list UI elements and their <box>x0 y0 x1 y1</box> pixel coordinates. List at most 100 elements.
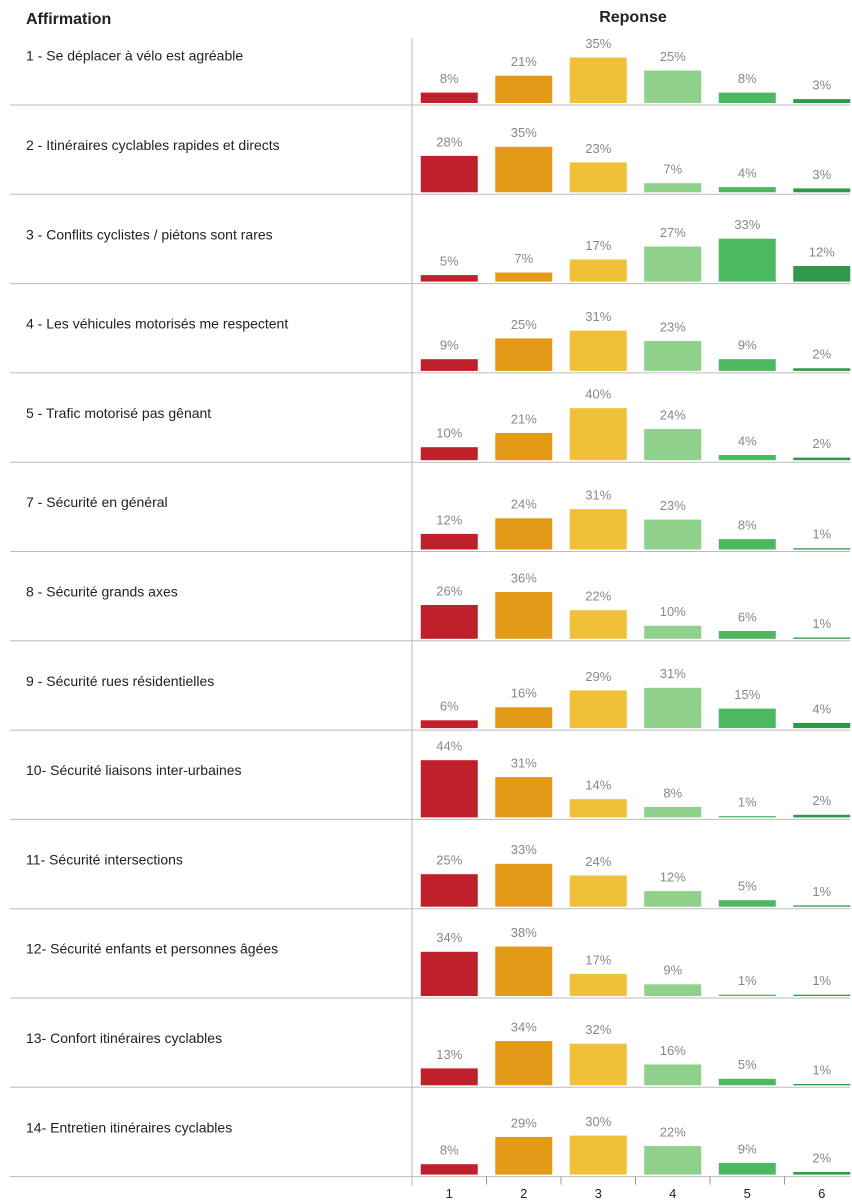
value-label: 22% <box>585 589 611 604</box>
value-label: 9% <box>738 1141 757 1156</box>
value-label: 2% <box>812 436 831 451</box>
bar <box>495 338 553 371</box>
value-label: 8% <box>738 518 757 533</box>
bar <box>718 238 776 282</box>
value-label: 1% <box>812 1062 831 1077</box>
value-label: 25% <box>436 853 462 868</box>
value-label: 34% <box>436 930 462 945</box>
bar <box>644 341 702 371</box>
value-label: 24% <box>511 497 537 512</box>
value-label: 15% <box>734 687 760 702</box>
bar <box>793 722 851 729</box>
bar <box>495 863 553 907</box>
x-tick-label: 5 <box>744 1186 751 1201</box>
bar <box>718 994 776 996</box>
bar <box>420 155 478 193</box>
bar <box>644 984 702 996</box>
value-label: 2% <box>812 1150 831 1165</box>
row-label: 3 - Conflits cyclistes / piétons sont ra… <box>26 226 273 242</box>
value-label: 23% <box>585 141 611 156</box>
bar <box>495 1136 553 1175</box>
value-label: 9% <box>440 338 459 353</box>
value-label: 16% <box>511 686 537 701</box>
bar <box>718 187 776 193</box>
value-label: 30% <box>585 1114 611 1129</box>
row-label: 4 - Les véhicules motorisés me respecten… <box>26 316 288 332</box>
row-label: 12- Sécurité enfants et personnes âgées <box>26 941 278 957</box>
value-label: 35% <box>511 125 537 140</box>
row-label: 5 - Trafic motorisé pas gênant <box>26 405 211 421</box>
x-tick-label: 3 <box>595 1186 602 1201</box>
value-label: 23% <box>660 498 686 513</box>
value-label: 8% <box>440 1143 459 1158</box>
value-label: 33% <box>511 842 537 857</box>
row-header: Affirmation <box>26 11 111 28</box>
bar <box>420 533 478 550</box>
bar <box>644 891 702 907</box>
value-label: 21% <box>511 54 537 69</box>
value-label: 12% <box>436 512 462 527</box>
row-label: 2 - Itinéraires cyclables rapides et dir… <box>26 137 280 153</box>
x-tick-label: 6 <box>818 1186 825 1201</box>
bar <box>644 1146 702 1175</box>
value-label: 1% <box>738 795 757 810</box>
bar <box>718 455 776 461</box>
bar <box>420 447 478 461</box>
bar <box>495 946 553 996</box>
value-label: 35% <box>585 36 611 51</box>
value-label: 23% <box>660 319 686 334</box>
bar <box>793 994 851 996</box>
bar <box>793 637 851 639</box>
value-label: 17% <box>585 238 611 253</box>
bar <box>569 408 627 461</box>
value-label: 38% <box>511 925 537 940</box>
bar <box>793 1084 851 1086</box>
bar <box>793 99 851 103</box>
bar <box>644 625 702 639</box>
value-label: 34% <box>511 1020 537 1035</box>
value-label: 17% <box>585 952 611 967</box>
row-label: 13- Confort itinéraires cyclables <box>26 1030 222 1046</box>
bar <box>569 330 627 371</box>
row-label: 8 - Sécurité grands axes <box>26 584 178 600</box>
bar <box>495 432 553 461</box>
bar <box>569 509 627 550</box>
bar <box>420 951 478 996</box>
bar <box>718 1162 776 1175</box>
bar <box>569 799 627 818</box>
value-label: 24% <box>585 854 611 869</box>
bar <box>495 707 553 729</box>
value-label: 12% <box>660 870 686 885</box>
row-label: 14- Entretien itinéraires cyclables <box>26 1119 232 1135</box>
bar <box>644 687 702 729</box>
value-label: 29% <box>585 669 611 684</box>
bar <box>718 539 776 550</box>
bar <box>420 720 478 729</box>
bar <box>644 519 702 550</box>
row-label: 9 - Sécurité rues résidentielles <box>26 673 214 689</box>
bar <box>420 1068 478 1086</box>
value-label: 8% <box>738 71 757 86</box>
bar <box>793 905 851 907</box>
value-label: 6% <box>440 699 459 714</box>
row-label: 7 - Sécurité en général <box>26 494 168 510</box>
bar <box>495 518 553 550</box>
value-label: 24% <box>660 407 686 422</box>
value-label: 3% <box>812 167 831 182</box>
bar <box>644 807 702 818</box>
x-tick-label: 1 <box>446 1186 453 1201</box>
bar <box>718 900 776 907</box>
value-label: 16% <box>660 1043 686 1058</box>
bar <box>420 874 478 907</box>
bar <box>718 631 776 639</box>
bar <box>718 92 776 103</box>
value-label: 10% <box>436 426 462 441</box>
x-tick-label: 4 <box>669 1186 676 1201</box>
bar <box>569 259 627 282</box>
value-label: 1% <box>812 884 831 899</box>
value-label: 26% <box>436 583 462 598</box>
value-label: 29% <box>511 1115 537 1130</box>
value-label: 31% <box>511 756 537 771</box>
value-label: 14% <box>585 778 611 793</box>
